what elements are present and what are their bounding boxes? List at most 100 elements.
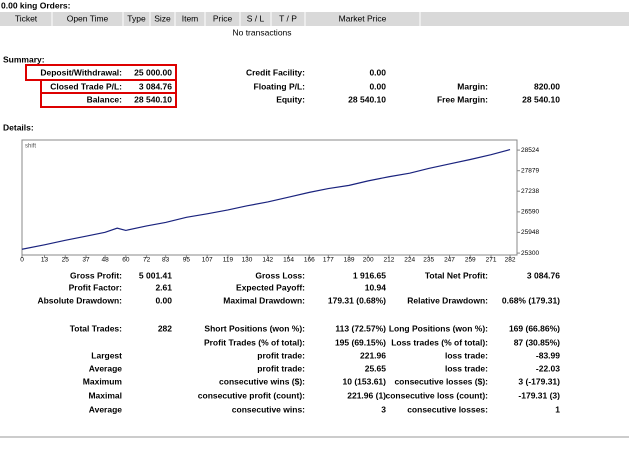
field-value: -22.03: [536, 363, 560, 373]
x-tick-label: 142: [262, 257, 273, 264]
y-tick-label: 25300: [521, 250, 539, 257]
x-tick-label: 107: [202, 257, 213, 264]
column-header: T / P: [279, 13, 297, 23]
column-header: Ticket: [15, 13, 38, 23]
field-label: profit trade:: [257, 363, 305, 373]
field-label: Long Positions (won %):: [389, 323, 488, 333]
x-tick-label: 212: [383, 257, 394, 264]
field-label: Maximal Drawdown:: [223, 295, 305, 305]
x-tick-label: 13: [41, 257, 49, 264]
field-value: 113 (72.57%): [335, 323, 386, 333]
field-label: Expected Payoff:: [236, 282, 305, 292]
empty-message: No transactions: [232, 27, 291, 37]
x-tick-label: 189: [344, 257, 355, 264]
field-value: 25.65: [365, 363, 387, 373]
field-label: Relative Drawdown:: [407, 295, 488, 305]
column-header: Market Price: [339, 13, 387, 23]
field-label: Average: [89, 404, 123, 414]
section-title: Details:: [3, 122, 34, 132]
field-label: Balance:: [87, 94, 123, 104]
field-label: Short Positions (won %):: [204, 323, 305, 333]
field-value: 195 (69.15%): [335, 337, 386, 347]
x-tick-label: 83: [162, 257, 170, 264]
x-tick-label: 166: [304, 257, 315, 264]
chart-frame: [21, 139, 518, 256]
field-value: 820.00: [534, 81, 560, 91]
y-tick-label: 27238: [521, 188, 539, 195]
field-label: Gross Profit:: [70, 270, 122, 280]
field-label: Total Net Profit:: [425, 270, 488, 280]
x-tick-label: 37: [82, 257, 90, 264]
field-label: consecutive profit (count):: [198, 390, 305, 400]
table-header-bg: [0, 12, 629, 26]
field-value: -83.99: [536, 350, 560, 360]
field-label: Absolute Drawdown:: [37, 295, 122, 305]
field-label: Free Margin:: [437, 94, 488, 104]
field-value: 169 (66.86%): [509, 323, 560, 333]
field-value: 3 (-179.31): [518, 376, 560, 386]
section-title: Summary:: [3, 54, 45, 64]
field-value: 3 084.76: [139, 81, 172, 91]
x-tick-label: 119: [223, 257, 234, 264]
x-tick-label: 224: [404, 257, 415, 264]
x-tick-label: 25: [62, 257, 70, 264]
field-label: Loss trades (% of total):: [391, 337, 488, 347]
field-label: Average: [89, 363, 123, 373]
x-tick-label: 95: [183, 257, 191, 264]
balance-line: [21, 149, 511, 250]
field-value: 87 (30.85%): [514, 337, 560, 347]
field-value: -179.31 (3): [518, 390, 560, 400]
field-label: Floating P/L:: [254, 81, 306, 91]
y-tick-label: 28524: [521, 147, 539, 154]
field-value: 28 540.10: [134, 94, 172, 104]
field-value: 10.94: [365, 282, 387, 292]
field-value: 1 916.65: [353, 270, 386, 280]
field-label: Profit Trades (% of total):: [204, 337, 305, 347]
column-header: Type: [127, 13, 146, 23]
x-tick-label: 48: [101, 257, 109, 264]
field-value: 0.00: [369, 67, 386, 77]
field-value: 5 001.41: [139, 270, 172, 280]
x-tick-label: 271: [486, 257, 497, 264]
field-label: Equity:: [276, 94, 305, 104]
field-value: 3: [381, 404, 386, 414]
x-tick-label: 235: [423, 257, 434, 264]
field-label: consecutive wins ($):: [219, 376, 305, 386]
field-label: Largest: [91, 350, 122, 360]
x-tick-label: 72: [143, 257, 151, 264]
highlight-box: [40, 92, 177, 108]
field-value: 3 084.76: [527, 270, 560, 280]
x-tick-label: 60: [122, 257, 130, 264]
legend-label: shift: [25, 144, 36, 150]
field-value: 28 540.10: [348, 94, 386, 104]
field-label: profit trade:: [257, 350, 305, 360]
y-tick-label: 26590: [521, 209, 539, 216]
field-value: 0.00: [369, 81, 386, 91]
field-value: 10 (153.61): [343, 376, 387, 386]
field-label: Closed Trade P/L:: [50, 81, 122, 91]
column-header: Open Time: [67, 13, 109, 23]
field-value: 221.96: [360, 350, 386, 360]
section-title: 0.00 king Orders:: [1, 0, 71, 10]
field-value: 0.68% (179.31): [502, 295, 560, 305]
x-tick-label: 0: [20, 257, 24, 264]
field-label: Credit Facility:: [246, 67, 305, 77]
field-label: Profit Factor:: [69, 282, 123, 292]
y-tick-label: 27879: [521, 167, 539, 174]
field-value: 1: [555, 404, 560, 414]
field-value: 28 540.10: [522, 94, 560, 104]
field-label: consecutive loss (count):: [386, 390, 489, 400]
field-label: consecutive losses:: [407, 404, 488, 414]
column-header: Item: [182, 13, 199, 23]
column-header: S / L: [247, 13, 265, 23]
column-header: Price: [213, 13, 233, 23]
field-value: 179.31 (0.68%): [328, 295, 386, 305]
y-tick-label: 25948: [521, 229, 539, 236]
field-label: Maximal: [88, 390, 122, 400]
field-label: Maximum: [83, 376, 123, 386]
x-tick-label: 177: [323, 257, 334, 264]
field-label: Margin:: [457, 81, 488, 91]
field-value: 221.96 (1): [347, 390, 386, 400]
